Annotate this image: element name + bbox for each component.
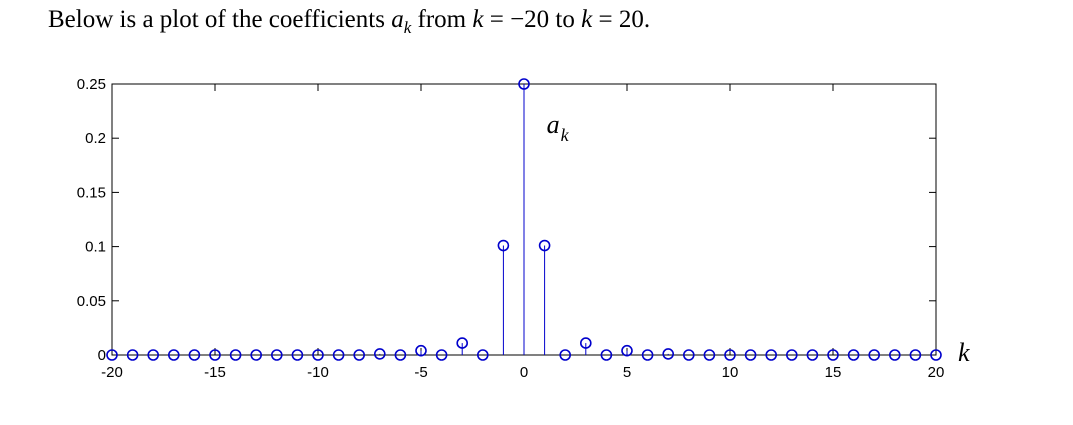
x-tick-label: 0 <box>520 364 528 381</box>
caption-k-1: k <box>472 6 484 33</box>
stem-marker <box>744 349 757 361</box>
y-tick-label: 0.25 <box>77 76 106 93</box>
x-tick-label: 10 <box>722 364 739 381</box>
stem-marker <box>888 349 901 361</box>
stem-marker <box>641 349 654 361</box>
x-tick-label: -5 <box>414 364 427 381</box>
y-tick-label: 0 <box>98 347 106 364</box>
stem-marker <box>621 344 633 357</box>
stem-marker <box>847 349 860 361</box>
stem-marker <box>353 349 366 361</box>
labels: -20 -15 -10 -5 0 5 10 15 2000.050.10.150.20.25ka… <box>77 76 970 381</box>
stem-marker <box>168 349 180 361</box>
y-tick-label: 0.15 <box>77 184 106 201</box>
caption-eq-1: = −20 to <box>483 6 582 33</box>
stem-marker <box>394 349 407 361</box>
x-tick-label: -15 <box>204 364 226 381</box>
stem-marker <box>332 349 345 361</box>
stem-marker <box>909 349 922 361</box>
stem-marker <box>765 349 778 361</box>
stem-marker <box>270 349 283 361</box>
stem-marker <box>435 349 448 361</box>
x-tick-label: 20 <box>928 364 945 381</box>
stem-marker <box>497 239 510 252</box>
x-tick-label: -20 <box>101 364 123 381</box>
stem-marker <box>415 344 427 357</box>
stem-marker <box>579 337 592 349</box>
stem-marker <box>209 349 221 361</box>
series-label-subscript: k <box>561 125 570 145</box>
stem-marker <box>229 349 242 361</box>
caption-k-2: k <box>581 6 593 33</box>
y-tick-label: 0.1 <box>85 239 106 256</box>
stem-marker <box>827 349 839 361</box>
stem-marker <box>806 349 819 361</box>
stem-marker <box>188 349 201 361</box>
y-tick-label: 0.2 <box>85 130 106 147</box>
stem-marker <box>476 349 489 361</box>
stem-marker <box>785 349 798 361</box>
caption-middle: from <box>411 6 473 33</box>
stem-marker <box>250 349 263 361</box>
caption: Below is a plot of the coefficients ak f… <box>48 6 650 38</box>
stem-marker <box>373 348 386 360</box>
stem-marker <box>456 337 469 349</box>
stem-marker <box>724 349 736 361</box>
stem-marker <box>538 239 551 252</box>
stem-marker <box>703 349 716 361</box>
x-tick-label: 5 <box>623 364 631 381</box>
stem-marker <box>312 349 324 361</box>
caption-eq-2: = 20. <box>592 6 651 33</box>
caption-subscript: k <box>403 18 412 37</box>
y-tick-label: 0.05 <box>77 293 106 310</box>
stem-marker <box>147 349 159 361</box>
markers <box>106 78 942 361</box>
stem-marker <box>682 349 695 361</box>
stem-marker <box>868 349 881 361</box>
stem-marker <box>518 78 530 90</box>
stem-marker <box>559 349 572 361</box>
stem-marker <box>291 349 304 361</box>
stem-marker <box>106 349 118 361</box>
x-tick-label: -10 <box>307 364 329 381</box>
stem-marker <box>126 349 139 361</box>
stems <box>379 84 669 355</box>
x-tick-label: 15 <box>825 364 842 381</box>
stem-marker <box>600 349 613 361</box>
caption-symbol: a <box>391 6 404 33</box>
stem-marker <box>662 348 675 360</box>
caption-prefix: Below is a plot of the coefficients <box>48 6 392 33</box>
x-axis-label: k <box>958 338 970 367</box>
stem-marker <box>930 349 942 361</box>
series-label: a <box>547 110 560 139</box>
